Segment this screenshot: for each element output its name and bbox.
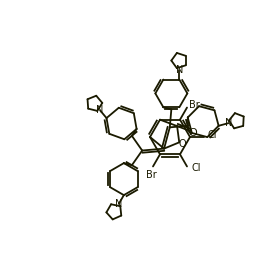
Text: N: N bbox=[225, 118, 232, 128]
Text: Br: Br bbox=[189, 100, 200, 109]
Text: Cl: Cl bbox=[208, 130, 217, 140]
Text: O: O bbox=[188, 128, 197, 138]
Text: N: N bbox=[115, 199, 123, 209]
Text: N: N bbox=[176, 65, 183, 75]
Text: N: N bbox=[96, 105, 104, 116]
Text: Br: Br bbox=[146, 170, 156, 180]
Text: O: O bbox=[178, 139, 186, 149]
Text: Cl: Cl bbox=[191, 163, 200, 174]
